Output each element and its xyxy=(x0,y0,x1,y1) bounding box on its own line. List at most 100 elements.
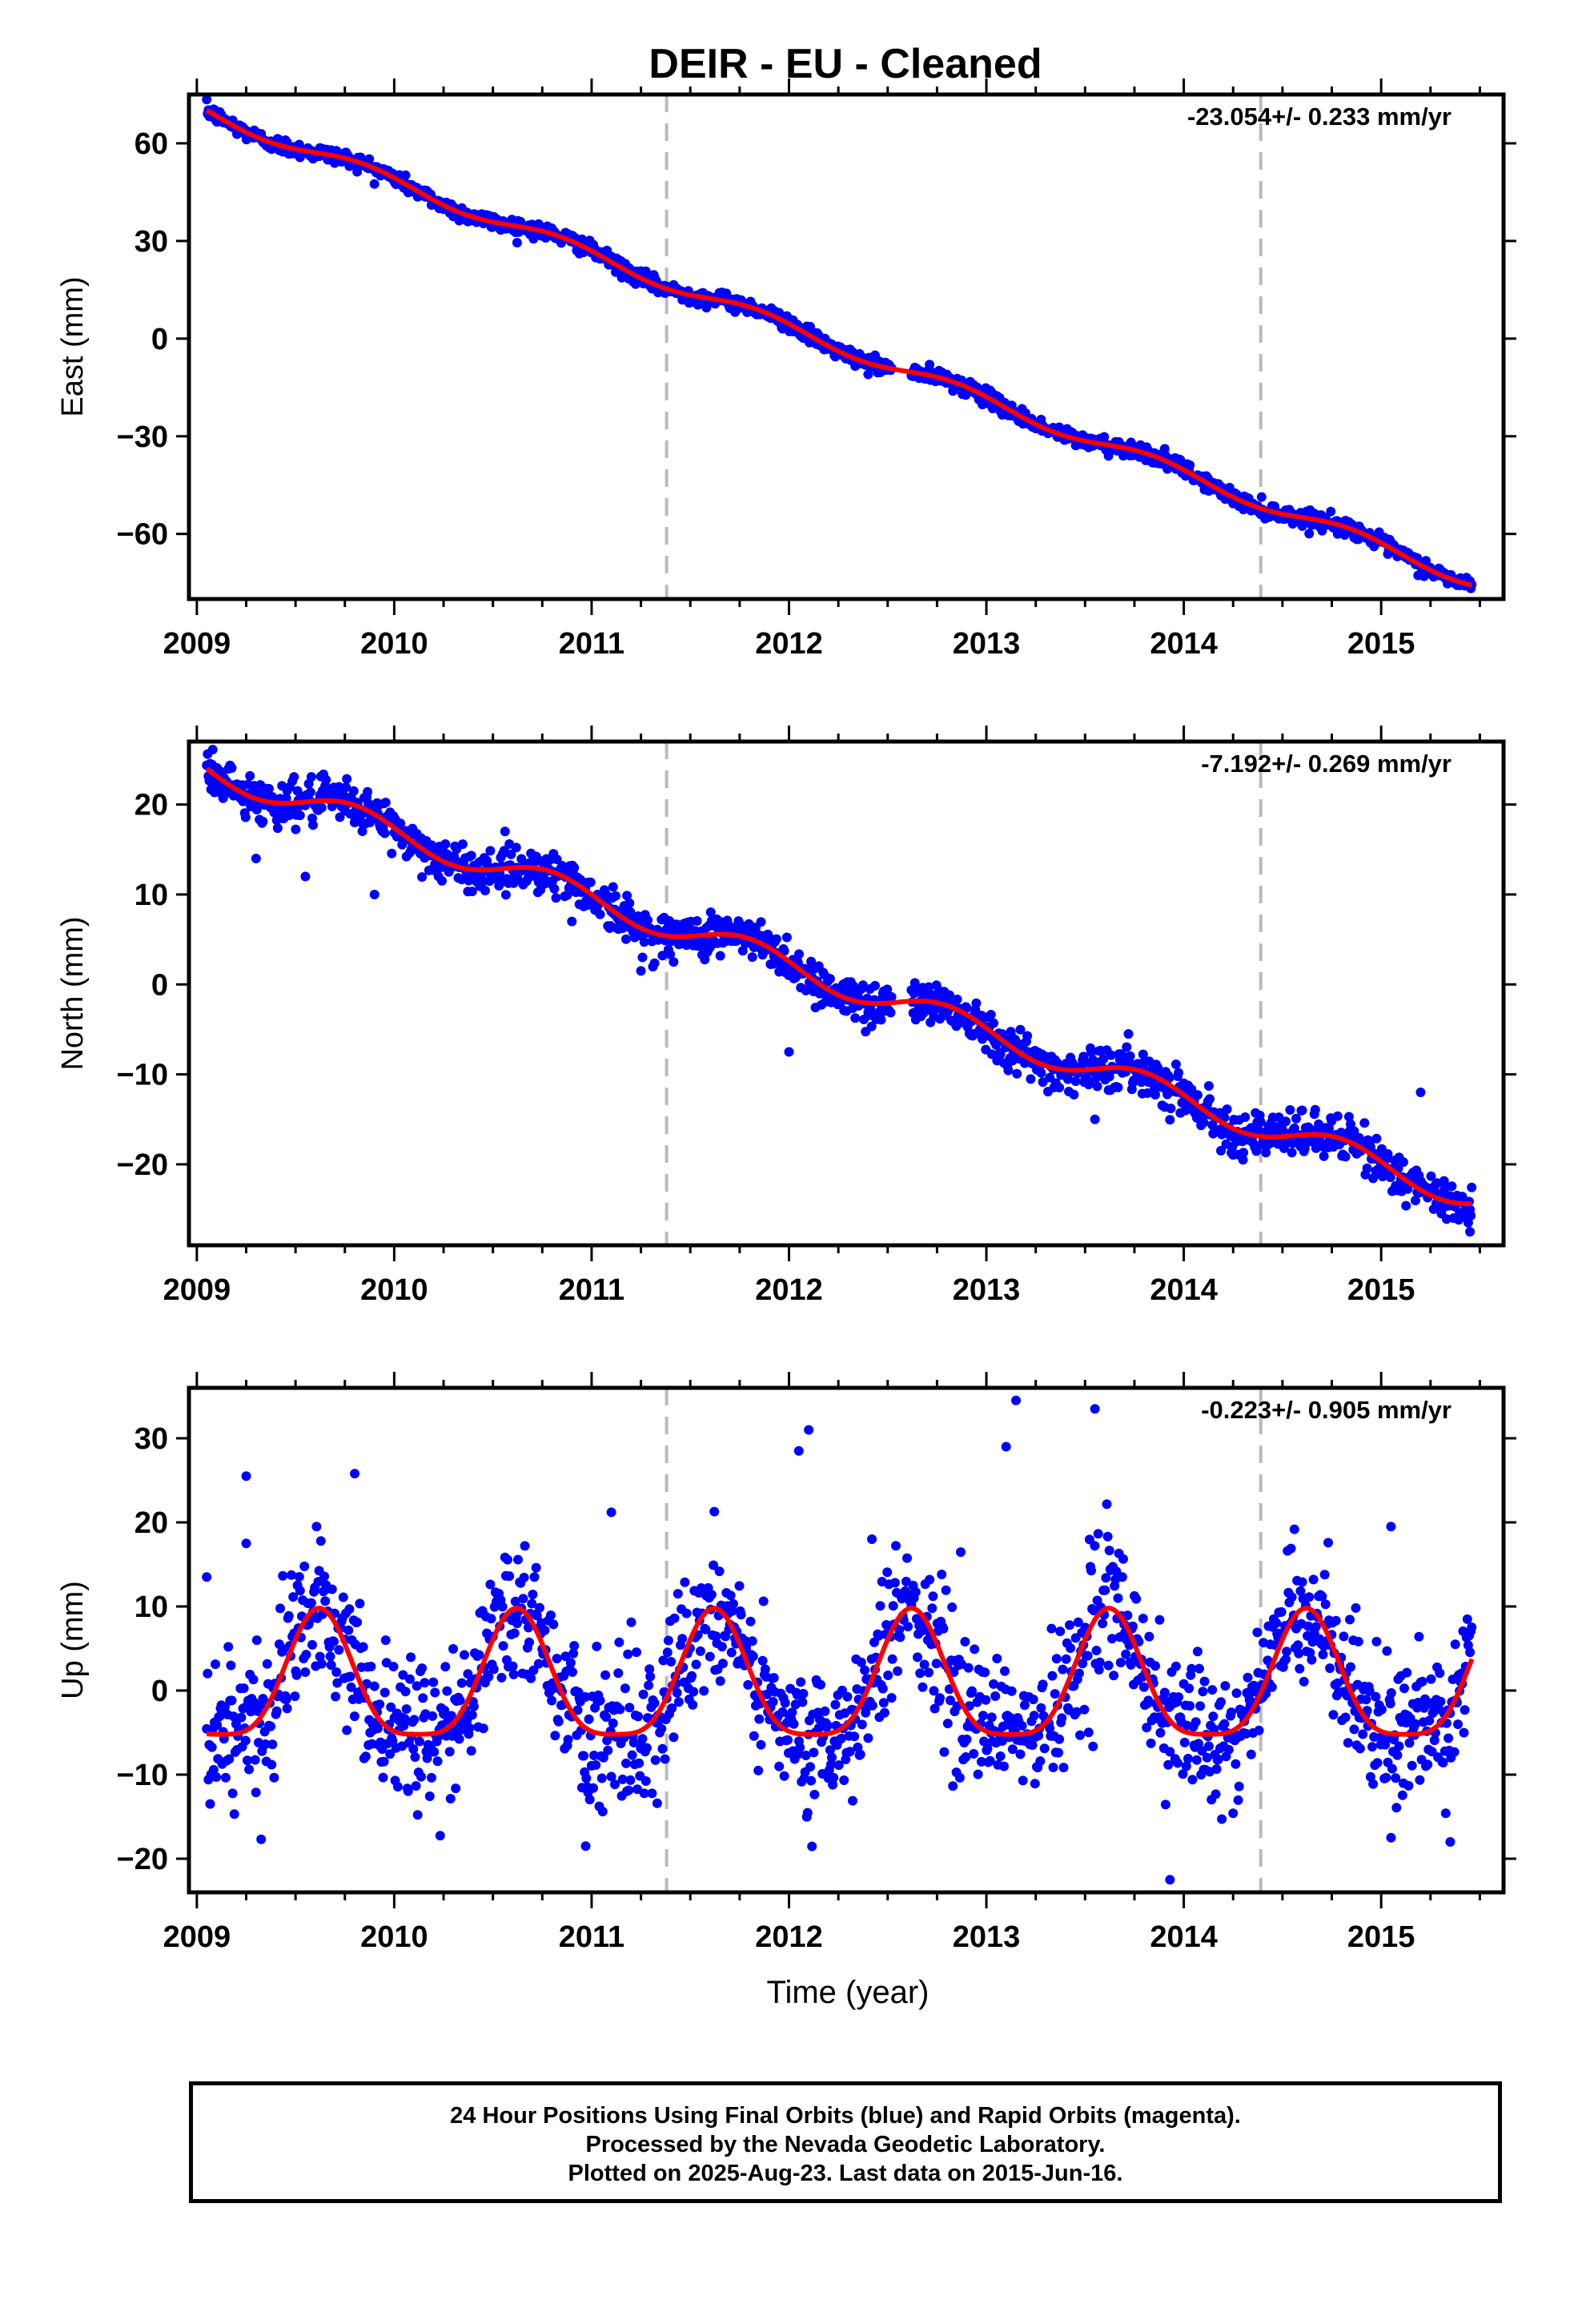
data-point xyxy=(1324,1124,1334,1134)
data-point xyxy=(876,1015,886,1025)
data-point xyxy=(645,1671,656,1682)
data-point xyxy=(882,984,893,995)
data-point xyxy=(913,1652,922,1663)
data-point xyxy=(1034,1731,1044,1741)
outlier-point xyxy=(241,1471,251,1482)
data-point xyxy=(705,1651,715,1662)
data-point xyxy=(417,872,428,883)
data-point xyxy=(486,1614,496,1624)
data-point xyxy=(883,1671,893,1680)
x-tick-label: 2014 xyxy=(1150,1920,1218,1954)
data-point xyxy=(879,1707,889,1718)
data-point xyxy=(796,1677,806,1687)
data-point xyxy=(278,1570,288,1581)
data-point xyxy=(272,823,283,834)
data-point xyxy=(1122,1042,1132,1052)
data-point xyxy=(457,839,468,850)
data-point xyxy=(1382,1646,1392,1656)
data-point xyxy=(1285,1105,1295,1115)
data-point xyxy=(596,1773,607,1783)
data-point xyxy=(621,1758,631,1768)
data-point xyxy=(588,1783,598,1793)
data-point xyxy=(341,782,351,792)
data-point xyxy=(275,1603,285,1614)
data-point xyxy=(236,1712,247,1723)
data-point xyxy=(756,917,766,927)
data-point xyxy=(895,1632,905,1642)
data-point xyxy=(508,1661,518,1671)
data-point xyxy=(1165,1115,1175,1125)
data-point xyxy=(533,1659,544,1669)
data-point xyxy=(440,839,451,849)
data-point xyxy=(1054,1734,1065,1744)
data-point xyxy=(1070,1076,1081,1087)
data-point xyxy=(418,1693,428,1703)
data-point xyxy=(500,890,511,900)
data-point xyxy=(1450,1639,1460,1650)
data-point xyxy=(414,1736,424,1747)
data-point xyxy=(1199,1676,1210,1687)
outlier-point xyxy=(1386,1522,1396,1532)
fit-line xyxy=(205,108,1473,588)
data-point xyxy=(1443,1733,1454,1743)
data-point xyxy=(565,1658,576,1668)
data-point xyxy=(632,1647,641,1658)
data-point xyxy=(300,1667,311,1677)
data-point xyxy=(291,824,301,834)
rate-label: -23.054+/- 0.233 mm/yr xyxy=(1187,103,1452,131)
data-point xyxy=(437,875,447,886)
outlier-point xyxy=(1297,1105,1307,1116)
data-point xyxy=(718,1659,728,1669)
data-point xyxy=(1394,1741,1404,1751)
data-point xyxy=(478,1723,488,1734)
data-point xyxy=(316,802,327,813)
data-point xyxy=(358,1642,368,1652)
data-point xyxy=(1102,1531,1113,1542)
data-point xyxy=(1243,1672,1253,1683)
data-point xyxy=(925,360,935,370)
data-point xyxy=(961,1752,971,1762)
data-point xyxy=(512,1618,522,1629)
data-point xyxy=(1304,1592,1315,1602)
data-point xyxy=(1205,1094,1215,1104)
data-point xyxy=(688,1699,698,1710)
data-point xyxy=(1100,1585,1110,1595)
data-point xyxy=(614,1637,624,1647)
data-point xyxy=(774,1761,785,1771)
data-point xyxy=(947,1602,958,1612)
data-point xyxy=(427,1772,436,1783)
data-point xyxy=(348,786,359,796)
data-point xyxy=(1113,1082,1123,1092)
data-point xyxy=(910,1587,921,1597)
data-point xyxy=(1299,1144,1310,1154)
data-point xyxy=(1361,1695,1371,1705)
data-point xyxy=(1415,1775,1425,1785)
data-point xyxy=(560,1651,571,1662)
data-point xyxy=(1213,1755,1223,1765)
data-point xyxy=(1231,1759,1241,1769)
data-point xyxy=(1006,1686,1017,1696)
data-point xyxy=(1142,1088,1153,1098)
data-point xyxy=(228,1711,239,1722)
data-point xyxy=(355,1598,365,1609)
data-point xyxy=(474,1650,484,1660)
data-point xyxy=(837,1685,847,1695)
data-point xyxy=(550,1731,560,1741)
data-point xyxy=(805,1762,815,1772)
data-point xyxy=(205,1799,215,1809)
data-point xyxy=(1047,1671,1058,1681)
data-point xyxy=(311,1522,322,1532)
data-point xyxy=(226,1660,236,1671)
data-point xyxy=(1246,1749,1256,1759)
data-point xyxy=(1401,1200,1411,1211)
data-point xyxy=(647,1788,657,1799)
data-point xyxy=(691,1659,701,1670)
data-point xyxy=(1295,1586,1306,1596)
data-point xyxy=(325,1651,335,1662)
data-point xyxy=(641,1743,652,1753)
data-point xyxy=(549,883,560,894)
data-point xyxy=(806,956,817,967)
data-point xyxy=(644,1680,654,1691)
x-tick-label: 2009 xyxy=(163,1273,231,1307)
data-point xyxy=(967,1686,977,1696)
